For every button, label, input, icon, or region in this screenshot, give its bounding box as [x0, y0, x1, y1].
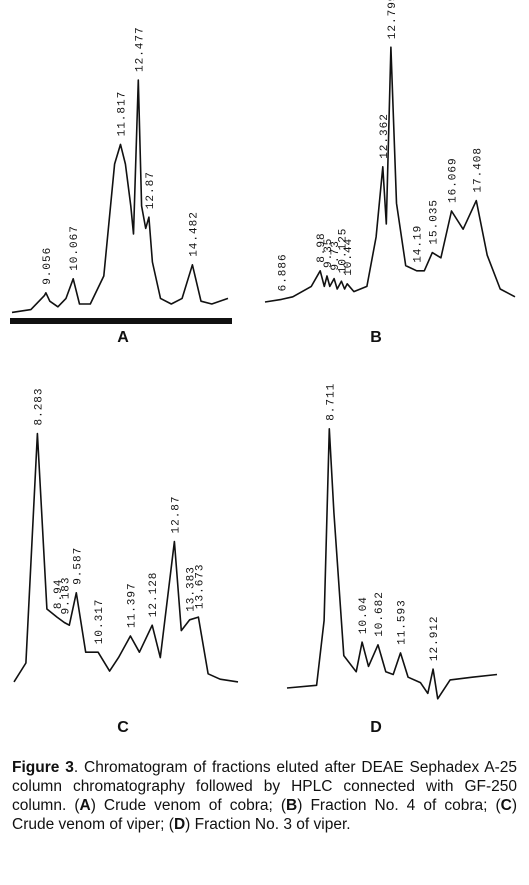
peak-label: 10.44 — [343, 238, 355, 276]
peak-label: 11.593 — [397, 599, 409, 645]
caption-text-3: ) Fraction No. 4 of cobra; ( — [297, 797, 501, 814]
peak-label: 16.069 — [448, 157, 460, 203]
peak-label: 12.87 — [145, 171, 157, 209]
caption-text-5: ) Fraction No. 3 of viper. — [185, 816, 351, 833]
panel-letter-c: C — [117, 719, 129, 736]
caption-text-2: ) Crude venom of cobra; ( — [90, 797, 287, 814]
peak-label: 9.35 — [323, 238, 335, 268]
caption-text-1: . Chromatogram of fractions eluted after… — [12, 759, 517, 814]
peak-label: 13.383 — [186, 566, 198, 612]
chromatogram-trace-d — [286, 428, 498, 700]
caption-figure-label: Figure 3 — [12, 759, 74, 776]
chromatogram-trace-c — [13, 432, 239, 683]
peak-label: 13.673 — [194, 563, 206, 609]
peak-label: 9.183 — [60, 576, 72, 614]
peak-label: 12.477 — [134, 26, 146, 72]
peak-label: 10.125 — [337, 228, 349, 274]
chromatogram-trace-a — [11, 79, 229, 314]
peak-label: 8.283 — [33, 387, 45, 425]
peak-label: 14.19 — [413, 225, 425, 263]
baseline-bar — [10, 318, 232, 324]
peak-label: 8.711 — [325, 383, 337, 421]
peak-label: 9.587 — [72, 547, 84, 585]
peak-label: 14.482 — [188, 211, 200, 257]
peak-label: 6.886 — [277, 253, 289, 291]
peak-label: 12.87 — [170, 495, 182, 533]
peak-label: 17.408 — [472, 147, 484, 193]
chromatogram-trace-b — [264, 46, 516, 303]
panel-d-chromatogram: 8.711 10.04 10.682 11.593 12.912 D — [286, 383, 498, 736]
peak-label: 15.035 — [428, 199, 440, 245]
caption-letter-d: D — [173, 816, 186, 833]
caption-letter-b: B — [286, 797, 298, 814]
peak-label: 10.682 — [374, 591, 386, 637]
peak-label: 10.04 — [358, 596, 370, 634]
peak-label: 12.912 — [429, 615, 441, 661]
caption-letter-a: A — [79, 797, 91, 814]
peak-label: 11.817 — [117, 91, 129, 137]
chromatogram-figure: 9.056 10.067 11.817 12.477 12.87 14.482 A 6.88… — [10, 0, 516, 736]
peak-label: 8.98 — [316, 232, 328, 262]
peak-label: 11.397 — [126, 582, 138, 628]
panel-letter-d: D — [370, 719, 382, 736]
panel-letter-a: A — [117, 329, 129, 346]
caption-text-4: ) Crude venom of viper; ( — [12, 797, 518, 833]
peak-label: 9.056 — [42, 247, 54, 285]
peak-label: 12.128 — [148, 572, 160, 618]
panel-letter-b: B — [370, 329, 382, 346]
peak-label: 12.799 — [387, 0, 399, 39]
panel-a-chromatogram: 9.056 10.067 11.817 12.477 12.87 14.482 A — [10, 26, 232, 346]
peak-label: 8.94 — [53, 579, 65, 609]
peak-label: 10.067 — [69, 225, 81, 271]
peak-label: 9.73 — [330, 240, 342, 270]
caption-letter-c: C — [500, 797, 512, 814]
figure-caption: Figure 3. Chromatogram of fractions elut… — [12, 758, 517, 834]
peak-label: 12.362 — [379, 113, 391, 159]
peak-label: 10.317 — [94, 599, 106, 645]
